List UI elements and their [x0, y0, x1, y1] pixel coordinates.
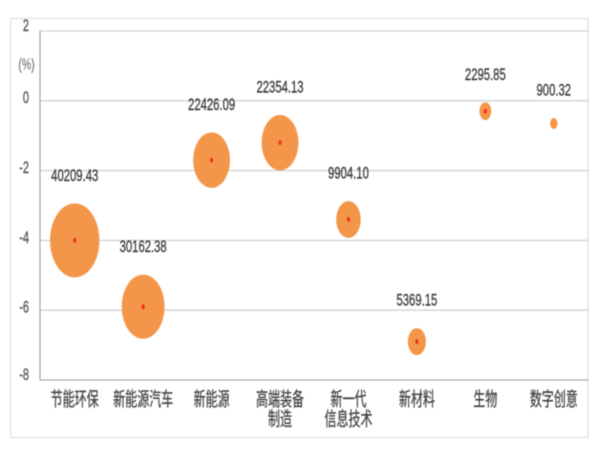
- y-tick-label--6: -6: [19, 297, 29, 316]
- glyph-字: [542, 389, 554, 408]
- glyph-高: [256, 389, 268, 408]
- bubble-series: [50, 102, 558, 356]
- bubble-center-dot-2: [210, 157, 214, 163]
- glyph-端: [268, 389, 280, 408]
- glyph-创: [553, 389, 565, 408]
- data-label-2: 22426.09: [188, 96, 235, 115]
- data-label-7: 900.32: [537, 81, 572, 100]
- data-label-4: 9904.10: [328, 165, 369, 184]
- glyph-息: [336, 408, 348, 428]
- bubble-center-dot-1: [141, 304, 145, 310]
- y-axis-unit-label: (%): [18, 55, 34, 73]
- y-tick-label--2: -2: [19, 158, 29, 177]
- glyph-造: [280, 409, 292, 428]
- bubble-7: [550, 117, 558, 130]
- x-axis-category-labels: [51, 389, 578, 428]
- glyph-新: [399, 389, 411, 408]
- glyph-能: [125, 389, 137, 408]
- data-label-0: 40209.43: [51, 167, 98, 186]
- y-tick-label--8: -8: [19, 365, 29, 384]
- bubble-center-dot-5: [415, 339, 419, 345]
- glyph-汽: [149, 389, 161, 408]
- glyph-新: [330, 389, 343, 408]
- data-label-6: 2295.85: [465, 66, 506, 85]
- category-label-0: [51, 389, 99, 408]
- glyph-环: [75, 390, 87, 408]
- glyph-技: [348, 409, 361, 428]
- data-label-1: 30162.38: [120, 238, 167, 257]
- glyph-一: [342, 397, 355, 400]
- y-tick-label--4: -4: [19, 228, 29, 247]
- axes: [39, 30, 588, 381]
- glyph-源: [217, 389, 230, 408]
- glyph-代: [354, 389, 367, 408]
- category-label-4: [324, 389, 373, 428]
- category-label-3: [256, 389, 304, 428]
- category-label-7: [530, 389, 578, 408]
- category-label-1: [113, 389, 173, 408]
- y-tick-label-2: 2: [23, 16, 29, 35]
- glyph-生: [473, 389, 485, 408]
- glyph-新: [193, 389, 206, 408]
- category-label-6: [473, 389, 497, 408]
- category-label-2: [193, 389, 230, 408]
- glyph-备: [292, 389, 304, 408]
- gridlines: [40, 30, 588, 311]
- data-labels: 40209.43 30162.38 22426.09 22354.13 9904.10 5…: [51, 66, 572, 311]
- glyph-制: [268, 409, 280, 428]
- glyph-源: [137, 389, 149, 408]
- glyph-新: [113, 389, 125, 408]
- glyph-料: [423, 389, 435, 408]
- glyph-数: [530, 389, 542, 408]
- glyph-材: [411, 389, 423, 408]
- chart-frame: [10, 18, 589, 438]
- glyph-意: [566, 389, 578, 408]
- bubble-center-dot-0: [73, 238, 77, 243]
- bubble-center-dot-3: [278, 140, 282, 146]
- bubble-center-dot-6: [483, 108, 487, 114]
- glyph-保: [86, 389, 99, 408]
- y-axis-unit: (%): [18, 55, 34, 73]
- bubble-center-dot-4: [346, 217, 350, 222]
- y-axis-tick-labels: 2 0 -2 -4 -6 -8: [19, 15, 29, 384]
- y-tick-label-0: 0: [23, 88, 29, 107]
- glyph-能: [63, 389, 75, 408]
- glyph-节: [51, 389, 63, 408]
- data-label-5: 5369.15: [396, 292, 437, 311]
- glyph-信: [324, 408, 336, 428]
- glyph-装: [280, 389, 292, 408]
- glyph-物: [485, 389, 497, 408]
- glyph-车: [161, 389, 173, 408]
- glyph-术: [360, 409, 373, 428]
- data-label-3: 22354.13: [256, 79, 303, 98]
- glyph-能: [206, 389, 218, 408]
- category-label-5: [399, 389, 435, 408]
